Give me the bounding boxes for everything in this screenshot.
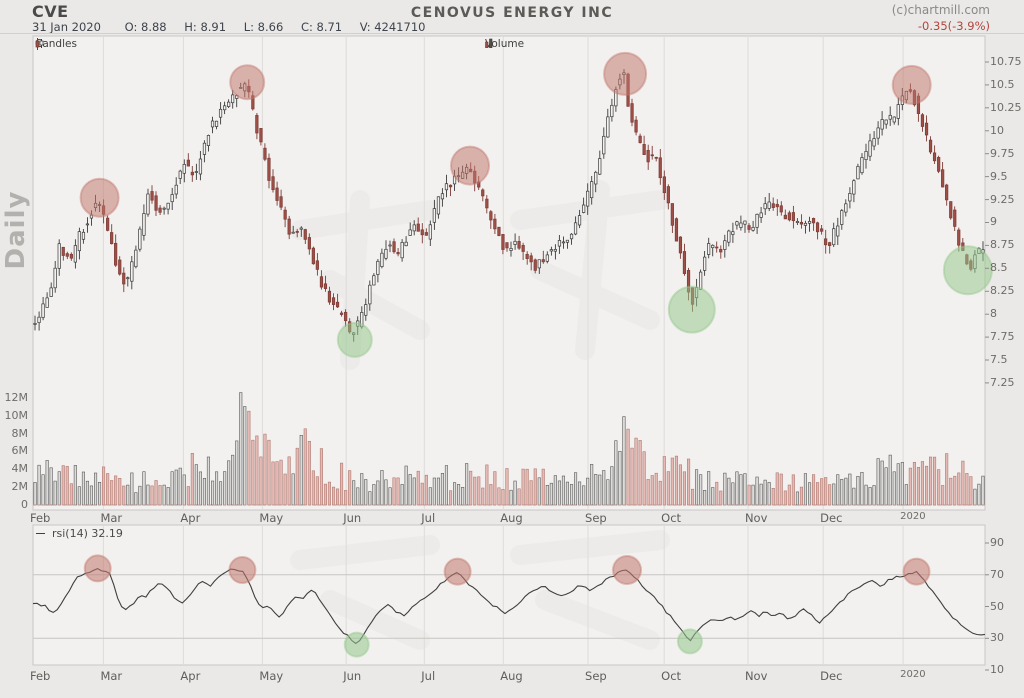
header-divider bbox=[0, 33, 1024, 34]
price-tick-label: 8.75 bbox=[990, 238, 1015, 252]
bar-date: 31 Jan 2020 bbox=[32, 20, 101, 34]
rsi-legend: rsi(14) 32.19 bbox=[36, 527, 123, 540]
rsi-tick-label: 10 bbox=[990, 663, 1004, 676]
month-label: Aug bbox=[500, 511, 523, 525]
rsi-legend-label: rsi(14) 32.19 bbox=[52, 527, 123, 540]
ticker-symbol: CVE bbox=[32, 2, 69, 21]
month-label: Mar bbox=[100, 669, 123, 683]
volume-tick-label: 12M bbox=[4, 390, 29, 404]
candle-icon bbox=[35, 38, 44, 50]
rsi-tick-label: 90 bbox=[990, 536, 1004, 549]
month-gridlines bbox=[102, 36, 904, 665]
axis-tick-marks bbox=[985, 61, 989, 671]
month-label: Oct bbox=[661, 669, 682, 683]
month-label: 2020 bbox=[900, 511, 926, 522]
month-label: Jul bbox=[421, 669, 436, 683]
price-tick-label: 10.75 bbox=[990, 55, 1022, 68]
volume-field: V: 4241710 bbox=[359, 20, 426, 34]
month-label: Nov bbox=[744, 511, 768, 525]
rsi-signal-circles bbox=[83, 554, 931, 658]
price-tick-label: 9.5 bbox=[990, 169, 1008, 183]
price-tick-label: 8.25 bbox=[990, 284, 1015, 298]
price-tick-label: 7.5 bbox=[990, 353, 1008, 367]
candles-legend: Candles bbox=[35, 38, 77, 50]
month-label: Nov bbox=[744, 669, 768, 683]
price-tick-label: 10.5 bbox=[990, 77, 1015, 91]
price-tick-label: 7.25 bbox=[990, 375, 1015, 389]
month-label: Dec bbox=[820, 669, 843, 683]
month-label: Jun bbox=[343, 511, 362, 525]
volume-tick-label: 8M bbox=[11, 426, 29, 440]
high-field: H: 8.91 bbox=[184, 20, 227, 34]
rsi-tick-label: 30 bbox=[990, 631, 1004, 645]
month-label: Oct bbox=[661, 511, 682, 525]
month-label: Aug bbox=[500, 669, 523, 683]
ohlc-row: 31 Jan 2020 O: 8.88 H: 8.91 L: 8.66 C: 8… bbox=[32, 20, 439, 34]
volume-tick-label: 2M bbox=[11, 480, 29, 494]
volume-tick-label: 6M bbox=[11, 444, 29, 458]
month-label: 2020 bbox=[900, 669, 926, 680]
price-tick-label: 9 bbox=[990, 215, 997, 229]
low-field: L: 8.66 bbox=[243, 20, 284, 34]
volume-tick-label: 0 bbox=[21, 498, 28, 511]
month-label: Feb bbox=[30, 511, 51, 525]
price-tick-label: 10.25 bbox=[990, 100, 1022, 114]
price-tick-label: 8.5 bbox=[990, 261, 1008, 275]
month-label: Apr bbox=[180, 669, 201, 683]
copyright-link[interactable]: (c)chartmill.com bbox=[891, 3, 990, 17]
close-field: C: 8.71 bbox=[300, 20, 343, 34]
rsi-tick-label: 50 bbox=[990, 599, 1004, 613]
candles-legend-label: Candles bbox=[35, 38, 77, 50]
volume-tick-label: 10M bbox=[4, 408, 29, 422]
volume-icon bbox=[485, 38, 493, 48]
month-label: May bbox=[259, 669, 284, 683]
price-tick-label: 7.75 bbox=[990, 330, 1015, 344]
watermark bbox=[290, 180, 670, 650]
price-tick-label: 9.25 bbox=[990, 192, 1015, 206]
open-field: O: 8.88 bbox=[124, 20, 167, 34]
price-change: -0.35(-3.9%) bbox=[917, 19, 990, 33]
month-label: Sep bbox=[585, 669, 607, 683]
rsi-series bbox=[32, 567, 986, 645]
rsi-tick-label: 70 bbox=[990, 567, 1004, 581]
month-label: May bbox=[259, 511, 284, 525]
chart-title: CENOVUS ENERGY INC bbox=[410, 5, 614, 21]
month-label: Dec bbox=[820, 511, 843, 525]
volume-legend: Volume bbox=[485, 38, 524, 50]
rsi-level-lines bbox=[33, 574, 985, 639]
month-label: Jul bbox=[421, 511, 436, 525]
price-tick-label: 8 bbox=[990, 307, 997, 321]
month-label: Feb bbox=[30, 669, 51, 683]
panel-backgrounds bbox=[32, 35, 986, 666]
volume-tick-label: 4M bbox=[11, 462, 29, 476]
month-label: Sep bbox=[585, 511, 607, 525]
volume-legend-label: Volume bbox=[485, 38, 525, 50]
month-label: Jun bbox=[343, 669, 362, 683]
volume-bars bbox=[33, 392, 985, 506]
month-label: Mar bbox=[100, 511, 123, 525]
price-tick-label: 9.75 bbox=[990, 146, 1015, 160]
month-label: Apr bbox=[180, 511, 201, 525]
price-signal-circles bbox=[79, 51, 993, 358]
price-tick-label: 10 bbox=[990, 123, 1004, 137]
rsi-line-icon bbox=[36, 533, 45, 534]
